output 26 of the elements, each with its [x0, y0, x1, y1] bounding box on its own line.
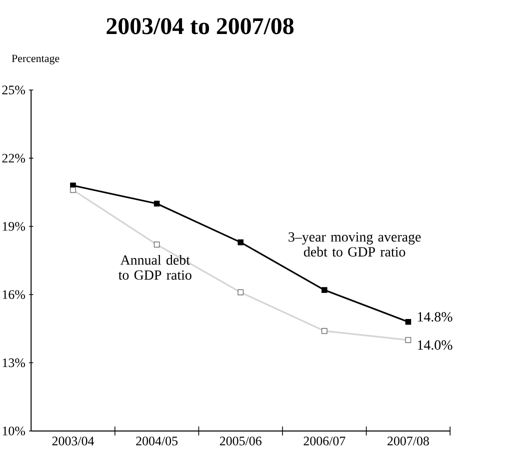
data-label: 14.8% — [418, 312, 452, 322]
data-label: 14.0% — [418, 340, 452, 350]
point — [405, 318, 412, 325]
series-label: Annual debt to GDP ratio — [118, 254, 192, 280]
point — [322, 287, 328, 293]
chart-title: 2003/04 to 2007/08 — [106, 18, 294, 34]
point — [154, 200, 160, 207]
point — [405, 337, 412, 343]
point — [322, 328, 328, 334]
point — [238, 239, 244, 246]
y-tick-label: 13% — [2, 358, 26, 368]
x-tick-label: 2007/08 — [388, 436, 429, 446]
y-tick-label: 16% — [2, 290, 26, 299]
point — [154, 242, 160, 248]
x-tick-label: 2006/07 — [304, 436, 346, 446]
x-tick-label: 2004/05 — [136, 436, 178, 446]
y-tick-label: 19% — [2, 222, 26, 231]
y-tick-label: 22% — [2, 154, 26, 163]
x-tick-label: 2003/04 — [52, 436, 94, 446]
y-tick-label: 25% — [2, 86, 26, 94]
point — [70, 187, 76, 193]
y-axis-title: Percentage — [12, 54, 60, 64]
x-tick-label: 2005/06 — [220, 436, 262, 446]
series-label: 3–year moving average debt to GDP ratio — [288, 232, 421, 257]
point — [238, 289, 244, 296]
y-tick-label: 10% — [2, 426, 26, 436]
